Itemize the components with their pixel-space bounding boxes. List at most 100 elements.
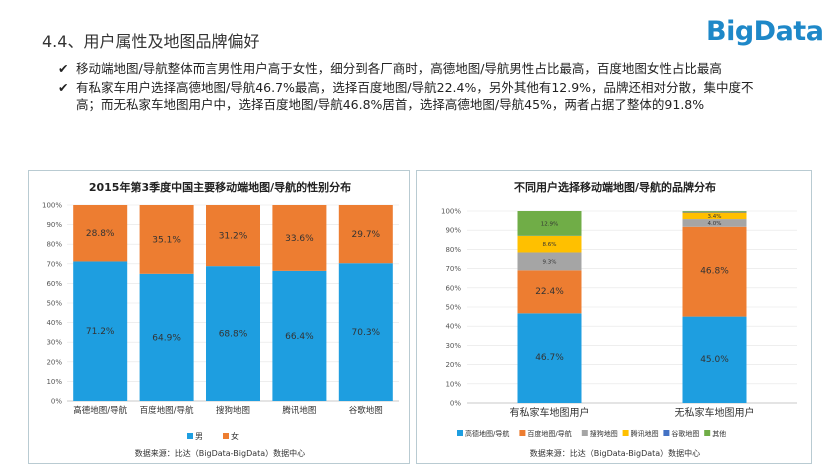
data-label: 46.7% [535, 353, 564, 363]
chart-title: 2015年第3季度中国主要移动端地图/导航的性别分布 [89, 180, 351, 194]
bar-segment [682, 212, 747, 220]
chart-title: 不同用户选择移动端地图/导航的品牌分布 [514, 180, 716, 194]
data-label: 71.2% [86, 327, 115, 337]
y-tick-label: 40% [445, 323, 461, 331]
bar-segment [139, 273, 194, 401]
y-tick-label: 80% [445, 246, 461, 254]
y-tick-label: 20% [46, 358, 62, 366]
bar-segment [272, 205, 327, 271]
category-label: 高德地图/导航 [73, 405, 127, 416]
legend-swatch [187, 433, 193, 439]
y-tick-label: 0% [450, 400, 461, 408]
category-label: 腾讯地图 [282, 405, 316, 416]
data-label: 12.9% [541, 221, 558, 227]
bar-segment [517, 252, 582, 271]
y-tick-label: 20% [445, 361, 461, 369]
category-label: 百度地图/导航 [140, 405, 194, 416]
data-label: 45.0% [700, 355, 729, 365]
legend-swatch [663, 430, 670, 436]
legend-swatch [622, 430, 629, 436]
gender-distribution-chart: 2015年第3季度中国主要移动端地图/导航的性别分布 0% 10% 20% 30% 40%… [28, 170, 410, 464]
legend-label: 百度地图/导航 [527, 429, 571, 438]
legend-label: 高德地图/导航 [465, 429, 509, 438]
data-label: 31.2% [219, 232, 248, 242]
data-label: 3.4% [708, 214, 722, 220]
y-tick-label: 70% [46, 260, 62, 268]
y-tick-label: 0% [51, 398, 62, 406]
legend-swatch [519, 430, 526, 436]
bar-segment [682, 211, 747, 213]
y-tick-label: 100% [441, 208, 461, 216]
data-label: 9.3% [543, 259, 557, 265]
bar-segment [682, 219, 747, 227]
y-tick-label: 60% [445, 284, 461, 292]
data-label: 64.9% [152, 333, 181, 343]
bar-segment [682, 316, 747, 403]
legend-label: 搜狗地图 [590, 429, 618, 438]
category-label: 搜狗地图 [216, 405, 250, 416]
y-tick-label: 60% [46, 280, 62, 288]
bar-segment [338, 205, 393, 264]
check-icon: ✔ [58, 61, 69, 76]
bullet-item: ✔ 移动端地图/导航整体而言男性用户高于女性，细分到各厂商时，高德地图/导航男性… [58, 60, 758, 77]
category-label: 谷歌地图 [349, 405, 383, 416]
legend-label: 腾讯地图 [631, 429, 659, 438]
bar-segment [338, 263, 393, 401]
check-icon: ✔ [58, 80, 69, 95]
y-tick-label: 90% [46, 221, 62, 229]
bar-segment [73, 261, 128, 401]
data-label: 66.4% [285, 332, 314, 342]
data-label: 28.8% [86, 229, 115, 239]
bar-segment [682, 226, 747, 317]
data-label: 4.0% [708, 221, 722, 227]
source-note: 数据来源：比达（BigData-BigData）数据中心 [530, 448, 700, 458]
bullet-list: ✔ 移动端地图/导航整体而言男性用户高于女性，细分到各厂商时，高德地图/导航男性… [58, 60, 758, 115]
legend-label: 女 [231, 431, 239, 441]
data-label: 70.3% [352, 328, 381, 338]
source-note: 数据来源：比达（BigData-BigData）数据中心 [135, 448, 305, 458]
data-label: 68.8% [219, 330, 248, 340]
legend-swatch [704, 430, 711, 436]
y-tick-label: 30% [445, 342, 461, 350]
y-tick-label: 80% [46, 241, 62, 249]
bar-segment [206, 266, 260, 401]
bar-segment [73, 205, 128, 262]
gender-chart-svg: 2015年第3季度中国主要移动端地图/导航的性别分布 0% 10% 20% 30% 40%… [42, 180, 399, 458]
bar-segment [206, 205, 260, 267]
bar-segment [682, 211, 747, 212]
bullet-text: 移动端地图/导航整体而言男性用户高于女性，细分到各厂商时，高德地图/导航男性占比… [76, 61, 722, 76]
y-tick-label: 70% [445, 265, 461, 273]
y-tick-label: 100% [42, 202, 62, 210]
y-tick-label: 90% [445, 227, 461, 235]
legend-swatch [223, 433, 229, 439]
legend-label: 其他 [712, 429, 726, 438]
y-tick-label: 50% [46, 300, 62, 308]
bar-segment [517, 270, 582, 314]
data-label: 35.1% [152, 235, 181, 245]
data-label: 46.8% [700, 267, 729, 277]
legend-label: 谷歌地图 [671, 429, 699, 438]
data-label: 22.4% [535, 287, 564, 297]
legend-swatch [581, 430, 588, 436]
bullet-text: 有私家车用户选择高德地图/导航46.7%最高，选择百度地图/导航22.4%，另外… [76, 80, 754, 112]
brand-distribution-chart: 不同用户选择移动端地图/导航的品牌分布 0% 10% 20% 30% 40% 50% 60% 7… [416, 170, 812, 464]
bigdata-logo: BigData [706, 16, 824, 47]
y-tick-label: 50% [445, 304, 461, 312]
category-label: 有私家车地图用户 [510, 406, 590, 419]
y-tick-label: 40% [46, 319, 62, 327]
bar-segment [517, 211, 582, 236]
data-label: 8.6% [543, 242, 557, 248]
bullet-item: ✔ 有私家车用户选择高德地图/导航46.7%最高，选择百度地图/导航22.4%，… [58, 79, 758, 113]
legend-swatch [457, 430, 463, 436]
data-label: 33.6% [285, 234, 314, 244]
y-tick-label: 10% [445, 380, 461, 388]
y-tick-label: 10% [46, 378, 62, 386]
bar-segment [139, 205, 194, 274]
legend-label: 男 [195, 432, 203, 441]
bar-segment [517, 313, 582, 403]
brand-chart-svg: 不同用户选择移动端地图/导航的品牌分布 0% 10% 20% 30% 40% 50% 60% 7… [441, 180, 797, 458]
bar-segment [272, 270, 327, 401]
slide-title: 4.4、用户属性及地图品牌偏好 [42, 32, 260, 51]
bar-segment [517, 235, 582, 253]
